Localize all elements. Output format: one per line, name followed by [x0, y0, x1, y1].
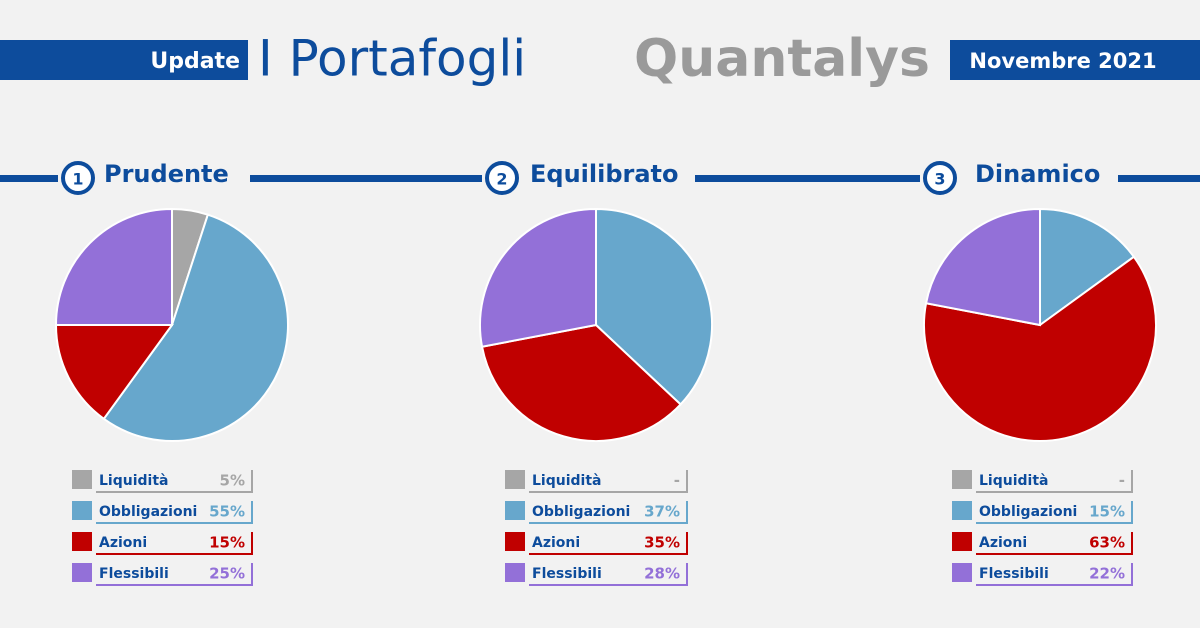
- legend-swatch: [72, 470, 92, 489]
- pie-slice: [1039, 207, 1136, 327]
- legend-value: 5%: [220, 472, 245, 490]
- pie-slice: [595, 207, 713, 406]
- legend-swatch: [505, 470, 525, 489]
- legend-swatch: [72, 563, 92, 582]
- pie-slice: [54, 207, 173, 326]
- legend-underline: [529, 532, 688, 555]
- brand: Quantalys: [634, 29, 930, 89]
- legend-label: Liquidità: [99, 473, 168, 489]
- update-bar: [0, 40, 248, 80]
- legend-value: 63%: [1089, 534, 1125, 552]
- date: Novembre 2021: [969, 49, 1156, 73]
- legend-value: 55%: [209, 503, 245, 521]
- legend-underline: [529, 470, 688, 493]
- legend-swatch: [505, 532, 525, 551]
- legend-value: 15%: [209, 534, 245, 552]
- legend-value: 15%: [1089, 503, 1125, 521]
- legend-value: 22%: [1089, 565, 1125, 583]
- date-bar: [950, 40, 1200, 80]
- legend-label: Liquidità: [532, 473, 601, 489]
- legend-underline: [96, 563, 253, 586]
- pie-slice: [480, 323, 682, 442]
- legend-swatch: [505, 563, 525, 582]
- section-number: 3: [934, 170, 945, 189]
- section-title: Prudente: [104, 160, 229, 188]
- legend-swatch: [952, 470, 972, 489]
- legend-swatch: [952, 501, 972, 520]
- legend-swatch: [952, 563, 972, 582]
- legend-label: Obbligazioni: [99, 504, 197, 520]
- number-circle: [485, 161, 519, 195]
- legend-label: Obbligazioni: [532, 504, 630, 520]
- legend-swatch: [72, 532, 92, 551]
- pie-slice: [923, 255, 1157, 442]
- legend-label: Liquidità: [979, 473, 1048, 489]
- legend-value: 25%: [209, 565, 245, 583]
- section-number: 1: [72, 170, 83, 189]
- legend-label: Azioni: [979, 535, 1027, 551]
- legend-underline: [96, 532, 253, 555]
- section-title: Dinamico: [975, 160, 1100, 188]
- legend-underline: [976, 563, 1133, 586]
- section-number: 2: [496, 170, 507, 189]
- pie-slice: [54, 324, 174, 421]
- legend-swatch: [952, 532, 972, 551]
- legend-underline: [96, 501, 253, 524]
- legend-label: Flessibili: [979, 566, 1049, 582]
- legend-underline: [529, 563, 688, 586]
- legend-swatch: [505, 501, 525, 520]
- legend-underline: [976, 532, 1133, 555]
- legend-swatch: [72, 501, 92, 520]
- legend-value: 35%: [644, 534, 680, 552]
- legend-underline: [96, 470, 253, 493]
- legend-label: Flessibili: [532, 566, 602, 582]
- legend-value: 28%: [644, 565, 680, 583]
- number-circle: [923, 161, 957, 195]
- legend-value: -: [674, 472, 680, 490]
- update-label: Update: [150, 49, 240, 74]
- legend-underline: [976, 470, 1133, 493]
- legend-underline: [529, 501, 688, 524]
- legend-label: Obbligazioni: [979, 504, 1077, 520]
- pie-slice: [924, 207, 1041, 327]
- page-title: I Portafogli: [258, 30, 526, 88]
- legend-value: -: [1119, 472, 1125, 490]
- section-title: Equilibrato: [530, 160, 679, 188]
- legend-label: Flessibili: [99, 566, 169, 582]
- legend-value: 37%: [644, 503, 680, 521]
- pie-slice: [102, 213, 289, 442]
- legend-underline: [976, 501, 1133, 524]
- pie-slice: [479, 207, 597, 348]
- number-circle: [61, 161, 95, 195]
- legend-label: Azioni: [99, 535, 147, 551]
- legend-label: Azioni: [532, 535, 580, 551]
